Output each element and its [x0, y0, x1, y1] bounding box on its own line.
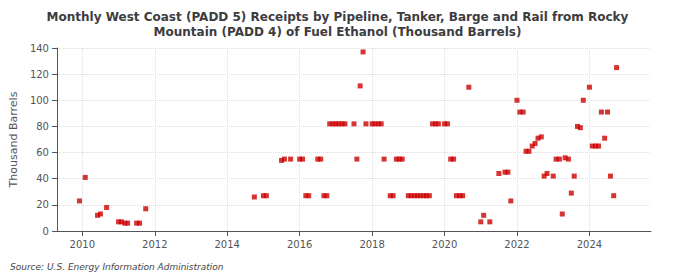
- svg-text:2016: 2016: [287, 239, 312, 250]
- svg-text:2024: 2024: [577, 239, 602, 250]
- svg-text:2010: 2010: [70, 239, 95, 250]
- svg-text:Source: U.S. Energy Informatio: Source: U.S. Energy Information Administ…: [10, 262, 224, 272]
- svg-text:2020: 2020: [432, 239, 457, 250]
- svg-text:2012: 2012: [142, 239, 167, 250]
- svg-text:20: 20: [36, 199, 49, 210]
- svg-text:80: 80: [36, 121, 49, 132]
- svg-text:Thousand Barrels: Thousand Barrels: [7, 91, 20, 188]
- svg-text:120: 120: [30, 69, 49, 80]
- svg-text:0: 0: [43, 226, 49, 237]
- svg-text:2022: 2022: [504, 239, 529, 250]
- svg-text:40: 40: [36, 173, 49, 184]
- svg-text:Mountain (PADD 4) of Fuel Etha: Mountain (PADD 4) of Fuel Ethanol (Thous…: [154, 25, 522, 39]
- svg-text:2018: 2018: [359, 239, 384, 250]
- svg-text:Monthly West Coast (PADD 5) Re: Monthly West Coast (PADD 5) Receipts by …: [47, 10, 629, 24]
- svg-text:100: 100: [30, 95, 49, 106]
- svg-text:2014: 2014: [214, 239, 239, 250]
- svg-text:140: 140: [30, 43, 49, 54]
- svg-text:60: 60: [36, 147, 49, 158]
